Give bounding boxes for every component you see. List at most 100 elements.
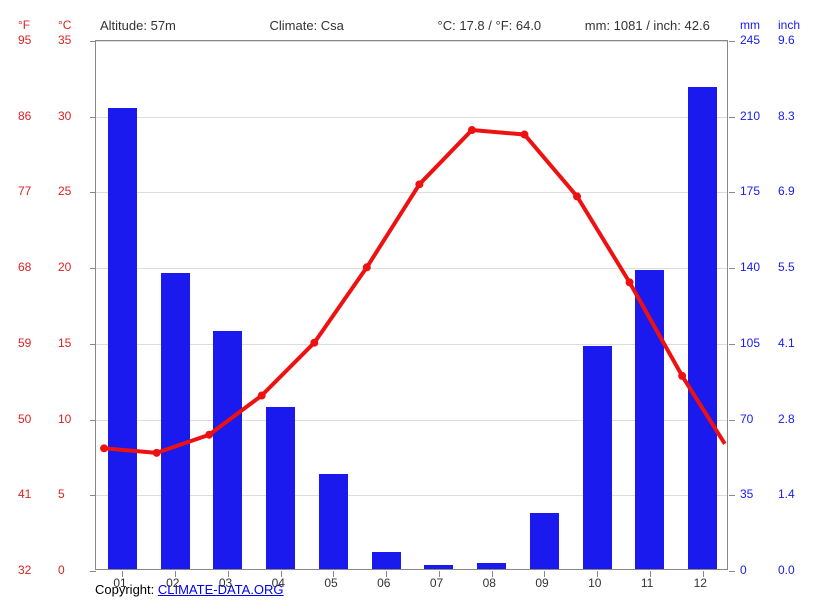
- gridline: [96, 192, 727, 193]
- xtick-label: 06: [377, 576, 390, 590]
- temperature-marker: [310, 339, 318, 347]
- xtick-label: 02: [166, 576, 179, 590]
- unit-mm: mm: [740, 18, 760, 32]
- temperature-line: [96, 41, 727, 569]
- temperature-marker: [415, 180, 423, 188]
- xtick-label: 07: [430, 576, 443, 590]
- precip-bar: [688, 87, 717, 569]
- ytick-c: 25: [58, 184, 71, 198]
- xtick-label: 01: [113, 576, 126, 590]
- temperature-text: °C: 17.8 / °F: 64.0: [438, 18, 542, 33]
- altitude-text: Altitude: 57m: [100, 18, 176, 33]
- ytick-c: 0: [58, 563, 65, 577]
- temperature-marker: [153, 449, 161, 457]
- precip-bar: [319, 474, 348, 569]
- ytick-f: 77: [18, 184, 31, 198]
- ytick-c: 5: [58, 487, 65, 501]
- tick-left: [90, 495, 96, 496]
- precip-bar: [108, 108, 137, 569]
- ytick-f: 86: [18, 109, 31, 123]
- xtick-label: 10: [588, 576, 601, 590]
- xtick-label: 11: [641, 576, 653, 590]
- chart-header: Altitude: 57m Climate: Csa °C: 17.8 / °F…: [100, 18, 760, 33]
- ytick-f: 68: [18, 260, 31, 274]
- xtick-label: 08: [483, 576, 496, 590]
- ytick-f: 95: [18, 33, 31, 47]
- ytick-c: 35: [58, 33, 71, 47]
- ytick-mm: 140: [740, 260, 760, 274]
- gridline: [96, 495, 727, 496]
- tick-left: [90, 344, 96, 345]
- tick-right: [729, 117, 735, 118]
- ytick-f: 41: [18, 487, 31, 501]
- ytick-inch: 1.4: [778, 487, 795, 501]
- ytick-f: 50: [18, 412, 31, 426]
- gridline: [96, 344, 727, 345]
- tick-right: [729, 495, 735, 496]
- temperature-marker: [678, 372, 686, 380]
- temperature-marker: [100, 444, 108, 452]
- ytick-mm: 245: [740, 33, 760, 47]
- tick-right: [729, 268, 735, 269]
- temperature-marker: [520, 131, 528, 139]
- tick-right: [729, 420, 735, 421]
- temperature-marker: [468, 126, 476, 134]
- xtick-label: 03: [219, 576, 232, 590]
- temperature-marker: [258, 392, 266, 400]
- tick-left: [90, 268, 96, 269]
- temperature-marker: [626, 278, 634, 286]
- tick-right: [729, 344, 735, 345]
- precip-bar: [424, 565, 453, 569]
- xtick-label: 05: [324, 576, 337, 590]
- tick-left: [90, 571, 96, 572]
- precip-text: mm: 1081 / inch: 42.6: [585, 18, 710, 33]
- ytick-inch: 9.6: [778, 33, 795, 47]
- xtick-label: 12: [694, 576, 707, 590]
- gridline: [96, 268, 727, 269]
- ytick-c: 15: [58, 336, 71, 350]
- ytick-mm: 210: [740, 109, 760, 123]
- climate-text: Climate: Csa: [270, 18, 344, 33]
- ytick-c: 10: [58, 412, 71, 426]
- xtick-label: 04: [272, 576, 285, 590]
- precip-bar: [583, 346, 612, 569]
- ytick-c: 20: [58, 260, 71, 274]
- unit-inch: inch: [778, 18, 800, 32]
- precip-bar: [372, 552, 401, 569]
- ytick-f: 32: [18, 563, 31, 577]
- xtick-label: 09: [535, 576, 548, 590]
- precip-bar: [635, 270, 664, 569]
- tick-right: [729, 192, 735, 193]
- climate-chart: Altitude: 57m Climate: Csa °C: 17.8 / °F…: [0, 0, 815, 611]
- ytick-inch: 0.0: [778, 563, 795, 577]
- ytick-c: 30: [58, 109, 71, 123]
- gridline: [96, 41, 727, 42]
- temperature-marker: [573, 192, 581, 200]
- precip-bar: [530, 513, 559, 569]
- ytick-inch: 5.5: [778, 260, 795, 274]
- ytick-inch: 4.1: [778, 336, 795, 350]
- tick-left: [90, 192, 96, 193]
- ytick-mm: 35: [740, 487, 753, 501]
- ytick-f: 59: [18, 336, 31, 350]
- gridline: [96, 420, 727, 421]
- tick-left: [90, 420, 96, 421]
- ytick-mm: 105: [740, 336, 760, 350]
- gridline: [96, 117, 727, 118]
- tick-left: [90, 117, 96, 118]
- ytick-mm: 175: [740, 184, 760, 198]
- ytick-mm: 70: [740, 412, 753, 426]
- precip-bar: [477, 563, 506, 569]
- ytick-inch: 2.8: [778, 412, 795, 426]
- ytick-inch: 6.9: [778, 184, 795, 198]
- precip-bar: [213, 331, 242, 569]
- ytick-mm: 0: [740, 563, 747, 577]
- tick-left: [90, 41, 96, 42]
- tick-right: [729, 571, 735, 572]
- precip-bar: [161, 273, 190, 569]
- ytick-inch: 8.3: [778, 109, 795, 123]
- precip-bar: [266, 407, 295, 569]
- temperature-marker: [205, 431, 213, 439]
- unit-c: °C: [58, 18, 71, 32]
- tick-right: [729, 41, 735, 42]
